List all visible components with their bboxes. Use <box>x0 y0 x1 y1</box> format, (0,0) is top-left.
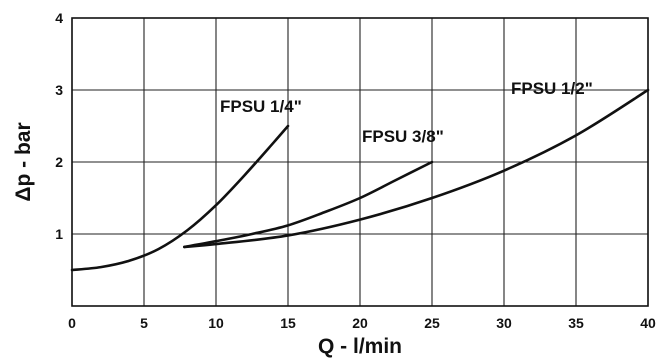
y-tick-label: 2 <box>55 154 63 170</box>
y-tick-labels: 1 2 3 4 <box>55 10 63 242</box>
y-axis-title: Δp - bar <box>12 122 35 201</box>
y-tick-label: 4 <box>55 10 63 26</box>
x-tick-label: 10 <box>208 315 224 331</box>
series-label-fpsu-3-8: FPSU 3/8" <box>362 127 444 146</box>
x-tick-label: 35 <box>568 315 584 331</box>
x-axis-title: Q - l/min <box>318 335 402 358</box>
plot-frame <box>71 17 649 307</box>
series-label-fpsu-1-2: FPSU 1/2" <box>511 79 593 98</box>
x-tick-label: 25 <box>424 315 440 331</box>
x-tick-label: 40 <box>640 315 656 331</box>
series-labels: FPSU 1/4" FPSU 3/8" FPSU 1/2" <box>220 79 593 146</box>
series-label-fpsu-1-4: FPSU 1/4" <box>220 97 302 116</box>
x-tick-label: 15 <box>280 315 296 331</box>
y-tick-label: 3 <box>55 82 63 98</box>
y-tick-label: 1 <box>55 226 63 242</box>
grid <box>71 17 649 306</box>
series-line-fpsu-3-8 <box>183 160 434 249</box>
series-line-fpsu-1-2 <box>183 88 650 249</box>
x-tick-label: 30 <box>496 315 512 331</box>
series-curves <box>70 88 650 272</box>
x-tick-label: 5 <box>140 315 148 331</box>
series-line-fpsu-1-4 <box>70 124 290 272</box>
x-tick-label: 20 <box>352 315 368 331</box>
x-tick-labels: 0 5 10 15 20 25 30 35 40 <box>68 315 656 331</box>
x-tick-label: 0 <box>68 315 76 331</box>
